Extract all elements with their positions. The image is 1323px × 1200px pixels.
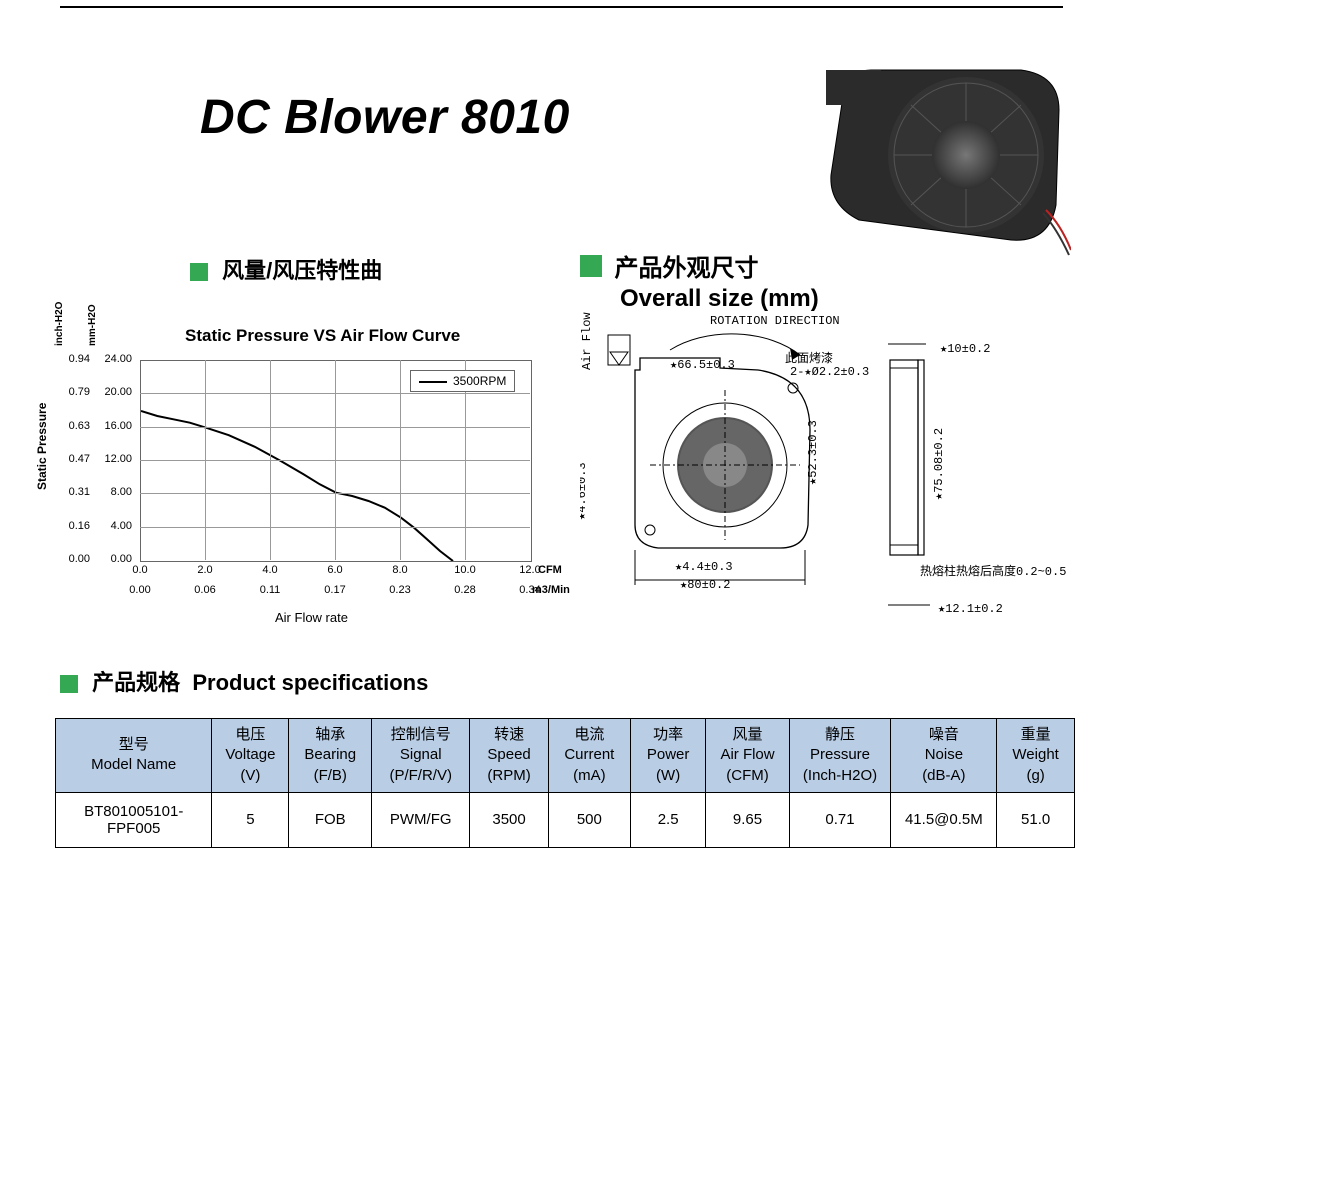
- chart-ytick-mm: 24.00: [96, 353, 132, 365]
- chart-xtick-cfm: 0.0: [125, 564, 155, 576]
- chart-ytick-mm: 4.00: [96, 520, 132, 532]
- spec-cell: 3500: [470, 792, 549, 847]
- svg-text:★52.3±0.3: ★52.3±0.3: [806, 420, 820, 485]
- chart-xtick-m3: 0.11: [255, 584, 285, 596]
- svg-text:热熔柱热熔后高度0.2~0.5: 热熔柱热熔后高度0.2~0.5: [920, 563, 1066, 579]
- side-view: [890, 360, 924, 555]
- product-photo: [811, 55, 1071, 265]
- spec-col-header: 电压Voltage(V): [212, 719, 289, 793]
- chart-xtick-m3: 0.28: [450, 584, 480, 596]
- spec-cell: 500: [548, 792, 630, 847]
- spec-col-header: 功率Power(W): [630, 719, 706, 793]
- spec-cell: 9.65: [706, 792, 789, 847]
- section-size-cn: 产品外观尺寸: [614, 255, 758, 282]
- chart-title: Static Pressure VS Air Flow Curve: [185, 326, 460, 346]
- section-chart-title: 风量/风压特性曲: [190, 253, 382, 285]
- chart-xtick-cfm: 2.0: [190, 564, 220, 576]
- airflow-label: Air Flow: [580, 312, 594, 370]
- section-marker-icon: [580, 255, 602, 277]
- spec-col-header: 轴承Bearing(F/B): [289, 719, 372, 793]
- spec-cell: FOB: [289, 792, 372, 847]
- spec-col-header: 型号Model Name: [56, 719, 212, 793]
- table-row: BT801005101-FPF0055FOBPWM/FG35005002.59.…: [56, 792, 1075, 847]
- svg-text:★12.1±0.2: ★12.1±0.2: [938, 602, 1003, 616]
- rotation-label: ROTATION DIRECTION: [710, 314, 840, 328]
- chart-xtick-m3: 0.23: [385, 584, 415, 596]
- spec-cell: BT801005101-FPF005: [56, 792, 212, 847]
- svg-text:★4.6±0.3: ★4.6±0.3: [580, 462, 589, 520]
- dimension-drawing: ROTATION DIRECTION Air Flow: [580, 310, 1110, 630]
- chart-xtick-cfm: 10.0: [450, 564, 480, 576]
- chart-ytick-inch: 0.31: [60, 486, 90, 498]
- svg-text:2-★Ø2.2±0.3: 2-★Ø2.2±0.3: [790, 365, 869, 379]
- chart-legend: 3500RPM: [410, 370, 515, 392]
- pressure-flow-chart: Static Pressure VS Air Flow Curve Static…: [55, 310, 575, 640]
- svg-text:此面烤漆: 此面烤漆: [785, 350, 833, 366]
- chart-ytick-inch: 0.79: [60, 386, 90, 398]
- svg-text:★10±0.2: ★10±0.2: [940, 342, 990, 356]
- chart-gridline: [270, 360, 271, 560]
- chart-ytick-inch: 0.16: [60, 520, 90, 532]
- page-title: DC Blower 8010: [200, 90, 570, 145]
- spec-cell: 0.71: [789, 792, 891, 847]
- chart-ytick-mm: 12.00: [96, 453, 132, 465]
- chart-gridline: [400, 360, 401, 560]
- front-view: [635, 358, 810, 548]
- chart-y-unit-mm: mm-H2O: [87, 304, 98, 346]
- chart-legend-label: 3500RPM: [453, 374, 506, 388]
- spec-cell: 5: [212, 792, 289, 847]
- spec-table: 型号Model Name电压Voltage(V)轴承Bearing(F/B)控制…: [55, 718, 1075, 848]
- spec-col-header: 电流Current(mA): [548, 719, 630, 793]
- section-spec-title: 产品规格 Product specifications: [60, 665, 428, 697]
- chart-ytick-inch: 0.63: [60, 420, 90, 432]
- chart-ytick-mm: 20.00: [96, 386, 132, 398]
- chart-gridline: [335, 360, 336, 560]
- svg-text:★4.4±0.3: ★4.4±0.3: [675, 560, 733, 574]
- section-marker-icon: [190, 263, 208, 281]
- top-rule: [60, 6, 1063, 8]
- chart-xtick-m3: 0.00: [125, 584, 155, 596]
- spec-col-header: 风量Air Flow(CFM): [706, 719, 789, 793]
- section-chart-cn: 风量/风压特性曲: [222, 258, 382, 283]
- spec-col-header: 转速Speed(RPM): [470, 719, 549, 793]
- spec-col-header: 重量Weight(g): [997, 719, 1075, 793]
- chart-ytick-inch: 0.47: [60, 453, 90, 465]
- section-size-en: Overall size (mm): [620, 285, 819, 313]
- chart-x-unit-m3: m3/Min: [532, 584, 570, 596]
- chart-xtick-cfm: 6.0: [320, 564, 350, 576]
- chart-ytick-inch: 0.94: [60, 353, 90, 365]
- section-spec-cn: 产品规格: [92, 670, 180, 695]
- spec-cell: PWM/FG: [372, 792, 470, 847]
- chart-y-label: Static Pressure: [35, 403, 49, 490]
- chart-xtick-cfm: 8.0: [385, 564, 415, 576]
- chart-xtick-cfm: 4.0: [255, 564, 285, 576]
- chart-x-label: Air Flow rate: [275, 610, 348, 625]
- datasheet-page: DC Blower 8010: [0, 0, 1323, 1200]
- spec-cell: 2.5: [630, 792, 706, 847]
- chart-ytick-mm: 8.00: [96, 486, 132, 498]
- spec-col-header: 静压Pressure(Inch-H2O): [789, 719, 891, 793]
- section-size-title: 产品外观尺寸 Overall size (mm): [580, 248, 819, 313]
- chart-x-unit-cfm: CFM: [538, 564, 562, 576]
- chart-xtick-m3: 0.06: [190, 584, 220, 596]
- chart-ytick-mm: 16.00: [96, 420, 132, 432]
- chart-xtick-m3: 0.17: [320, 584, 350, 596]
- section-marker-icon: [60, 675, 78, 693]
- svg-text:★75.08±0.2: ★75.08±0.2: [932, 428, 946, 500]
- spec-col-header: 噪音Noise(dB-A): [891, 719, 997, 793]
- chart-gridline: [205, 360, 206, 560]
- spec-col-header: 控制信号Signal(P/F/R/V): [372, 719, 470, 793]
- svg-text:★66.5±0.3: ★66.5±0.3: [670, 358, 735, 372]
- chart-y-unit-inch: inch-H2O: [54, 302, 65, 346]
- spec-cell: 51.0: [997, 792, 1075, 847]
- spec-cell: 41.5@0.5M: [891, 792, 997, 847]
- chart-ytick-inch: 0.00: [60, 553, 90, 565]
- section-spec-en: Product specifications: [192, 670, 428, 695]
